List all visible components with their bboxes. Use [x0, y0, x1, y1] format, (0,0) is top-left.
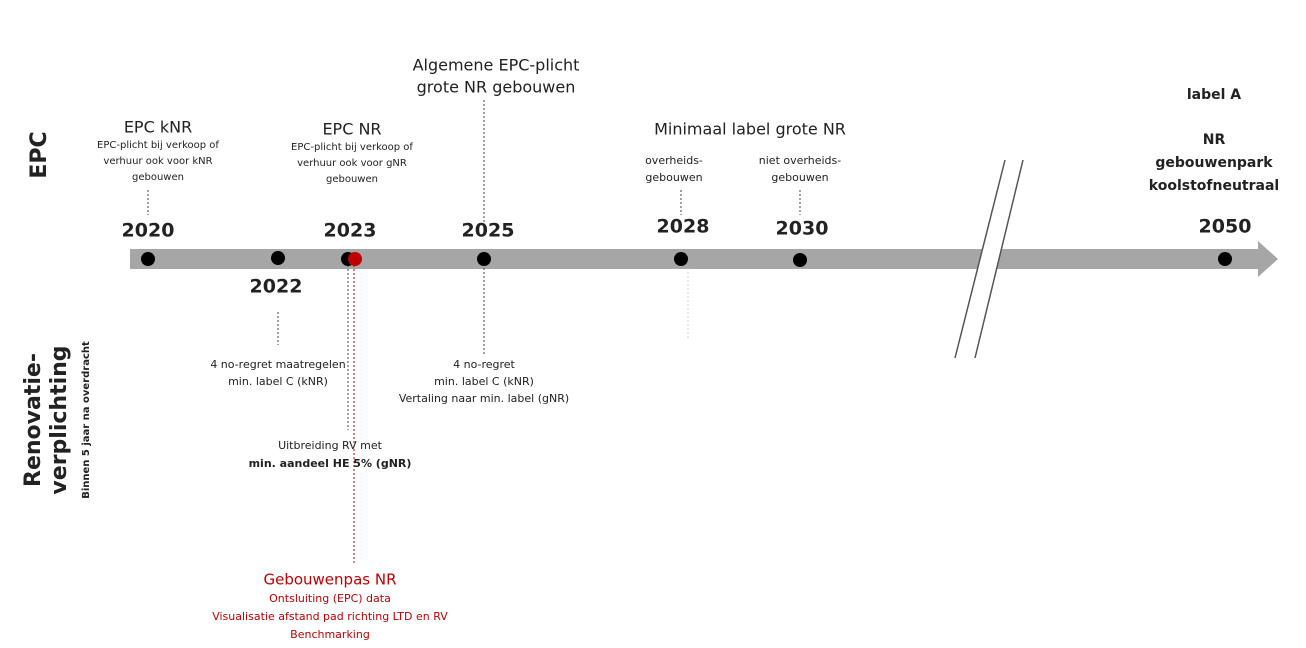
break-line [974, 159, 1024, 359]
note-text: min. aandeel HE 5% (gNR) [249, 457, 412, 470]
note-text: niet overheids- [759, 154, 841, 167]
note-text: Ontsluiting (EPC) data [269, 592, 391, 605]
note-text: min. label C (kNR) [228, 375, 328, 388]
note-text: Benchmarking [290, 628, 370, 641]
note-text: Vertaling naar min. label (gNR) [399, 392, 569, 405]
note-text: grote NR gebouwen [417, 78, 576, 97]
milestone-dots [141, 251, 1232, 267]
section-label: Renovatie- [21, 353, 46, 487]
note-text: verhuur ook voor gNR [297, 158, 407, 169]
note-text: Minimaal label grote NR [654, 120, 846, 139]
note-text: NR [1203, 132, 1226, 148]
year-label: 2025 [462, 220, 515, 242]
section-note: Binnen 5 jaar na overdracht [81, 341, 92, 499]
note-text: gebouwen [326, 174, 378, 185]
note-text: EPC-plicht bij verkoop of [97, 140, 219, 151]
section-label: EPC [27, 131, 52, 178]
year-label: 2020 [122, 220, 175, 242]
note-text: label A [1187, 87, 1241, 103]
note-text: overheids- [645, 154, 703, 167]
note-text: EPC kNR [124, 118, 192, 137]
note-text: gebouwen [771, 171, 828, 184]
year-label: 2028 [657, 216, 710, 238]
note-text: Visualisatie afstand pad richting LTD en… [212, 610, 448, 623]
note-text: 4 no-regret maatregelen [210, 358, 345, 371]
year-label: 2022 [250, 276, 303, 298]
note-text: gebouwenpark [1155, 155, 1273, 171]
break-line [954, 159, 1006, 359]
year-label: 2050 [1199, 216, 1252, 238]
note-text: gebouwen [645, 171, 702, 184]
note-text: EPC NR [322, 120, 381, 139]
note-text: gebouwen [132, 172, 184, 183]
note-text: koolstofneutraal [1149, 178, 1279, 194]
timeline-arrow [130, 241, 1278, 277]
note-text: 4 no-regret [453, 358, 515, 371]
connectors [147, 100, 801, 565]
note-text: min. label C (kNR) [434, 375, 534, 388]
note-text: EPC-plicht bij verkoop of [291, 142, 413, 153]
year-label: 2023 [324, 220, 377, 242]
year-label: 2030 [776, 218, 829, 240]
note-text: Uitbreiding RV met [278, 439, 383, 452]
note-text: Gebouwenpas NR [263, 571, 396, 589]
note-text: Algemene EPC-plicht [413, 56, 580, 75]
break-gap [955, 160, 1023, 358]
section-label: verplichting [47, 345, 72, 494]
note-text: verhuur ook voor kNR [103, 156, 212, 167]
